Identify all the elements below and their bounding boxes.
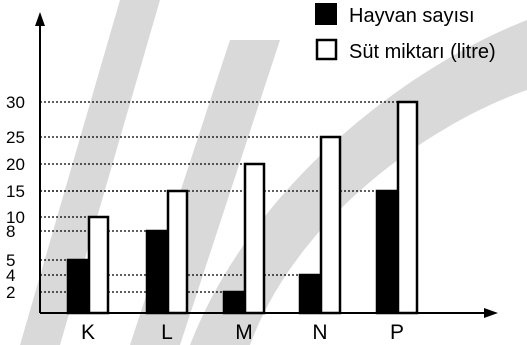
y-tick-label-25: 25 — [6, 128, 25, 147]
x-tick-label-P: P — [390, 321, 404, 344]
y-tick-labels: 245 810 15 20 25 30 — [6, 93, 25, 302]
y-tick-label-4: 4 — [6, 266, 15, 285]
y-tick-label-15: 15 — [6, 182, 25, 201]
y-tick-label-5: 5 — [6, 251, 15, 270]
x-tick-label-L: L — [161, 321, 173, 344]
bar-hayvan-P — [375, 189, 398, 315]
y-tick-label-8: 8 — [6, 222, 15, 241]
x-tick-label-M: M — [235, 321, 253, 344]
y-tick-label-2: 2 — [6, 283, 15, 302]
y-tick-label-30: 30 — [6, 93, 25, 112]
legend-label-hayvan: Hayvan sayısı — [349, 5, 475, 27]
legend-swatch-hayvan — [315, 3, 337, 25]
y-tick-label-10: 10 — [6, 208, 25, 227]
y-axis-arrow — [35, 12, 45, 26]
x-axis-arrow — [484, 308, 498, 318]
bar-sut-M — [243, 162, 266, 315]
bar-sut-P — [396, 100, 419, 315]
legend: Hayvan sayısı Süt miktarı (litre) — [315, 3, 496, 63]
bar-hayvan-N — [298, 273, 321, 315]
bar-hayvan-M — [222, 290, 245, 315]
x-tick-label-N: N — [312, 321, 327, 344]
y-tick-label-20: 20 — [6, 155, 25, 174]
bar-hayvan-L — [145, 229, 168, 315]
bar-sut-K — [87, 215, 110, 315]
axes — [35, 12, 498, 318]
x-tick-label-K: K — [81, 321, 95, 344]
legend-swatch-sut — [315, 38, 338, 61]
bars — [66, 100, 419, 315]
bar-sut-L — [166, 189, 189, 315]
bar-hayvan-K — [66, 258, 89, 315]
bar-sut-N — [319, 135, 342, 315]
legend-label-sut: Süt miktarı (litre) — [349, 41, 496, 63]
